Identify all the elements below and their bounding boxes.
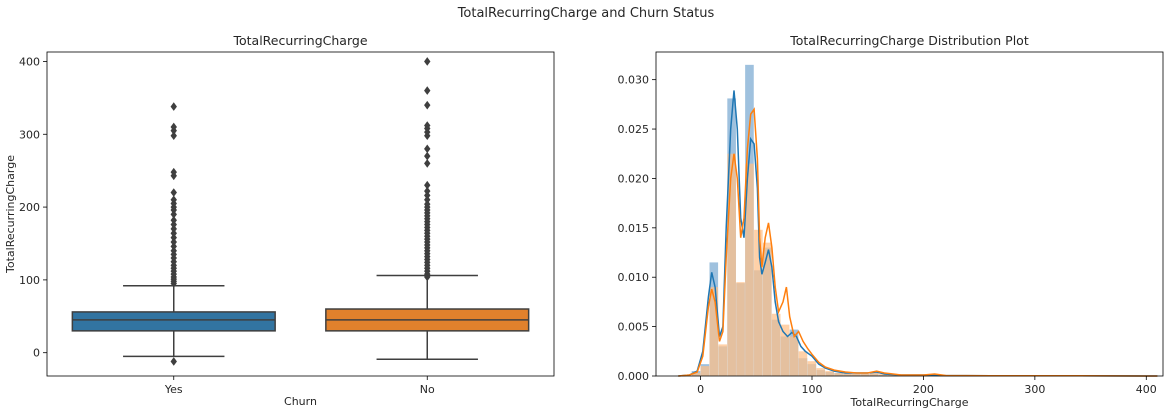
boxplot-x-ticks: Yes No <box>164 376 435 396</box>
histogram-bar <box>736 282 745 376</box>
y-tick-label: 0 <box>33 347 40 360</box>
histogram-bar <box>700 366 710 376</box>
histogram-bar <box>869 373 879 376</box>
figure-suptitle: TotalRecurringCharge and Churn Status <box>457 6 715 21</box>
boxplot-y-label: TotalRecurringCharge <box>4 155 17 274</box>
outlier-point <box>424 100 431 110</box>
histogram-bar <box>754 229 763 376</box>
x-tick-label: No <box>420 383 435 396</box>
outlier-point <box>170 224 177 234</box>
outlier-point <box>424 151 431 161</box>
histogram-bar <box>861 374 870 376</box>
histogram-bar <box>780 324 790 376</box>
histogram-bar <box>789 336 799 376</box>
outlier-point <box>170 215 177 225</box>
box-yes <box>71 102 276 366</box>
histogram-bar <box>727 153 736 376</box>
boxplot-frame <box>46 51 555 377</box>
outlier-point <box>424 57 431 66</box>
outlier-point <box>170 131 177 141</box>
outlier-point <box>424 144 431 154</box>
outlier-point <box>170 102 177 111</box>
outlier-point <box>424 195 431 205</box>
outlier-point <box>424 191 431 200</box>
distplot-x-ticks: 0 100 200 300 400 <box>697 376 1157 396</box>
box-iqr <box>71 311 276 332</box>
outlier-point <box>424 180 431 190</box>
y-tick-label: 0.005 <box>618 321 650 334</box>
outlier-point <box>424 121 431 130</box>
histogram-bar <box>825 371 834 376</box>
y-tick-label: 0.015 <box>618 222 650 235</box>
y-tick-label: 0.020 <box>618 172 650 185</box>
box-no <box>325 57 530 361</box>
histogram-series-2 <box>691 153 1155 376</box>
outlier-point <box>424 159 431 168</box>
histogram-bar <box>816 368 826 376</box>
outlier-point <box>170 242 177 251</box>
histogram-bar <box>771 313 781 376</box>
outlier-point <box>424 199 431 209</box>
boxplot-y-ticks: 0 100 200 300 400 <box>19 55 47 360</box>
y-tick-label: 100 <box>19 274 40 287</box>
y-tick-label: 0.010 <box>618 271 650 284</box>
histogram-bar <box>834 373 843 376</box>
histogram-bar <box>709 287 719 376</box>
boxplot-x-label: Churn <box>284 395 317 408</box>
outlier-point <box>424 86 431 95</box>
x-tick-label: 400 <box>1136 383 1157 396</box>
histogram-bar <box>887 375 897 376</box>
x-tick-label: Yes <box>164 383 183 396</box>
outlier-point <box>170 122 177 132</box>
histogram-bar <box>807 361 817 376</box>
x-tick-label: 300 <box>1024 383 1045 396</box>
y-tick-label: 200 <box>19 201 40 214</box>
distplot-title: TotalRecurringCharge Distribution Plot <box>789 33 1029 48</box>
y-tick-label: 400 <box>19 55 40 68</box>
histogram-bar <box>718 344 728 376</box>
outlier-point <box>170 246 177 256</box>
histogram-bar <box>843 373 852 376</box>
distplot-panel: TotalRecurringCharge Distribution Plot 0… <box>618 33 1164 409</box>
y-tick-label: 0.030 <box>618 74 650 87</box>
x-tick-label: 100 <box>802 383 823 396</box>
y-tick-label: 0.025 <box>618 123 650 136</box>
outlier-point <box>170 237 177 247</box>
outlier-point <box>170 167 177 177</box>
outlier-point <box>170 188 177 197</box>
outlier-point <box>170 233 177 242</box>
histogram-bar <box>852 374 861 376</box>
boxplot-title: TotalRecurringCharge <box>232 33 367 48</box>
outlier-point <box>170 357 177 366</box>
histogram-bar <box>745 163 754 376</box>
outlier-point <box>170 210 177 219</box>
outlier-point <box>170 220 177 229</box>
boxplot-panel: TotalRecurringCharge 0 100 200 300 400 Yes No… <box>4 33 555 408</box>
outlier-point <box>170 228 177 238</box>
distplot-content <box>678 64 1158 377</box>
x-tick-label: 0 <box>697 383 704 396</box>
histogram-bar <box>878 374 888 376</box>
x-tick-label: 200 <box>913 383 934 396</box>
distplot-frame <box>655 51 1164 377</box>
histogram-bar <box>762 242 772 376</box>
histogram-bar <box>798 351 808 376</box>
y-tick-label: 0.000 <box>618 370 650 383</box>
y-tick-label: 300 <box>19 128 40 141</box>
outlier-point <box>424 186 431 196</box>
boxplot-content <box>71 57 530 366</box>
distplot-x-label: TotalRecurringCharge <box>850 396 969 409</box>
outlier-point <box>170 195 177 205</box>
distplot-y-ticks: 0.000 0.005 0.010 0.015 0.020 0.025 0.030 <box>618 74 656 383</box>
kde-line-series-2 <box>678 107 1158 377</box>
histogram-bar <box>691 373 701 376</box>
